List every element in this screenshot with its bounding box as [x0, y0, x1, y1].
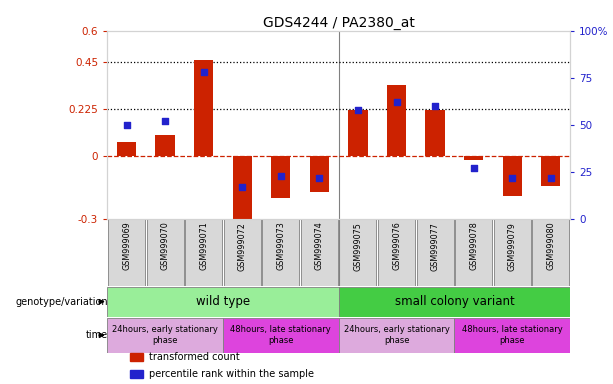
Bar	[223, 318, 339, 353]
Bar	[455, 219, 492, 286]
Bar	[271, 156, 291, 198]
Bar	[378, 219, 415, 286]
Text: wild type: wild type	[196, 295, 250, 308]
Bar	[147, 219, 184, 286]
Text: GSM999076: GSM999076	[392, 222, 401, 270]
Bar	[156, 135, 175, 156]
Text: GSM999072: GSM999072	[238, 222, 247, 271]
Bar	[464, 156, 483, 161]
Point	[392, 99, 402, 105]
Point	[314, 175, 324, 181]
Bar	[194, 60, 213, 156]
Bar	[131, 353, 143, 361]
Point	[121, 122, 131, 128]
Point	[237, 184, 247, 190]
Point	[508, 175, 517, 181]
Bar	[185, 219, 222, 286]
Bar	[117, 142, 136, 156]
Point	[469, 165, 479, 171]
Text: GSM999070: GSM999070	[161, 222, 170, 270]
Point	[430, 103, 440, 109]
Bar	[503, 156, 522, 196]
Text: 48hours, late stationary
phase: 48hours, late stationary phase	[462, 326, 563, 345]
Text: GSM999080: GSM999080	[546, 222, 555, 270]
Point	[276, 173, 286, 179]
Bar	[425, 110, 445, 156]
Point	[546, 175, 556, 181]
Bar	[532, 219, 569, 286]
Text: genotype/variation: genotype/variation	[15, 297, 108, 307]
Text: time: time	[86, 330, 108, 340]
Bar	[224, 219, 261, 286]
Text: 24hours, early stationary
phase: 24hours, early stationary phase	[112, 326, 218, 345]
Bar	[338, 318, 454, 353]
Bar	[108, 219, 145, 286]
Bar	[454, 318, 570, 353]
Text: GSM999074: GSM999074	[315, 222, 324, 270]
Point	[199, 69, 208, 75]
Title: GDS4244 / PA2380_at: GDS4244 / PA2380_at	[263, 16, 414, 30]
Text: GSM999079: GSM999079	[508, 222, 517, 271]
Point	[353, 107, 363, 113]
Bar	[131, 369, 143, 378]
Bar	[338, 286, 570, 317]
Text: GSM999078: GSM999078	[469, 222, 478, 270]
Bar	[310, 156, 329, 192]
Bar	[262, 219, 299, 286]
Text: GSM999073: GSM999073	[276, 222, 285, 270]
Point	[160, 118, 170, 124]
Bar	[348, 110, 368, 156]
Text: GSM999071: GSM999071	[199, 222, 208, 270]
Text: 24hours, early stationary
phase: 24hours, early stationary phase	[344, 326, 449, 345]
Text: GSM999075: GSM999075	[354, 222, 362, 271]
Text: transformed count: transformed count	[149, 352, 240, 362]
Bar	[541, 156, 560, 185]
Text: small colony variant: small colony variant	[395, 295, 514, 308]
Bar	[107, 286, 338, 317]
Bar	[107, 318, 223, 353]
Bar	[493, 219, 531, 286]
Text: GSM999069: GSM999069	[122, 222, 131, 270]
Bar	[417, 219, 454, 286]
Bar	[340, 219, 376, 286]
Bar	[301, 219, 338, 286]
Bar	[232, 156, 252, 223]
Bar	[387, 85, 406, 156]
Text: 48hours, late stationary
phase: 48hours, late stationary phase	[230, 326, 331, 345]
Text: GSM999077: GSM999077	[430, 222, 440, 271]
Text: percentile rank within the sample: percentile rank within the sample	[149, 369, 314, 379]
